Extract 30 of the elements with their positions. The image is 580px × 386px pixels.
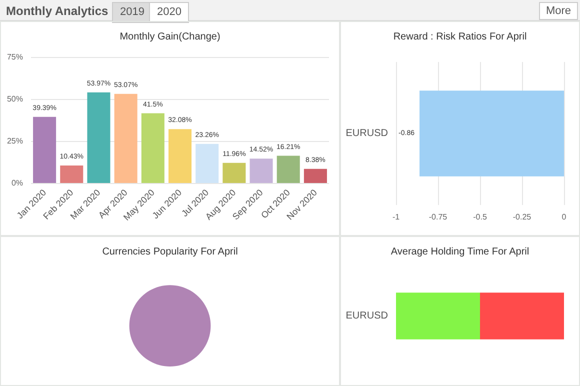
x-tick-label: -0.25	[512, 212, 532, 222]
text: Monthly Analytics	[6, 4, 108, 18]
bar	[250, 158, 273, 183]
bar	[60, 165, 84, 183]
chart-title: Reward : Risk Ratios For April	[393, 32, 527, 42]
bar	[33, 116, 56, 183]
chart-title: Average Holding Time For April	[390, 246, 530, 258]
y-tick-label: 50%	[6, 94, 23, 104]
bar	[141, 113, 164, 183]
y-tick-label: 0%	[11, 178, 23, 188]
x-tick-label: -1	[392, 212, 400, 222]
bar	[114, 94, 138, 183]
text: 2019	[112, 2, 152, 23]
y-tick-label: 75%	[6, 52, 23, 62]
chart-title: Monthly Gain(Change)	[120, 32, 220, 42]
bar	[196, 144, 219, 183]
bar	[304, 168, 327, 183]
bar	[222, 162, 246, 183]
x-tick-label: 0	[562, 212, 567, 222]
text: 2020	[149, 2, 190, 23]
x-tick-label: -0.75	[428, 212, 448, 222]
text: More	[538, 2, 578, 20]
y-tick-label: 25%	[6, 136, 23, 146]
chart-title: Currencies Popularity For April	[102, 246, 238, 258]
bar	[276, 156, 300, 183]
y-tick-label: EURUSD	[346, 310, 388, 322]
y-tick-label: EURUSD	[346, 128, 388, 139]
bar	[168, 129, 192, 183]
x-tick-label: -0.5	[473, 212, 488, 222]
bar	[87, 92, 110, 183]
